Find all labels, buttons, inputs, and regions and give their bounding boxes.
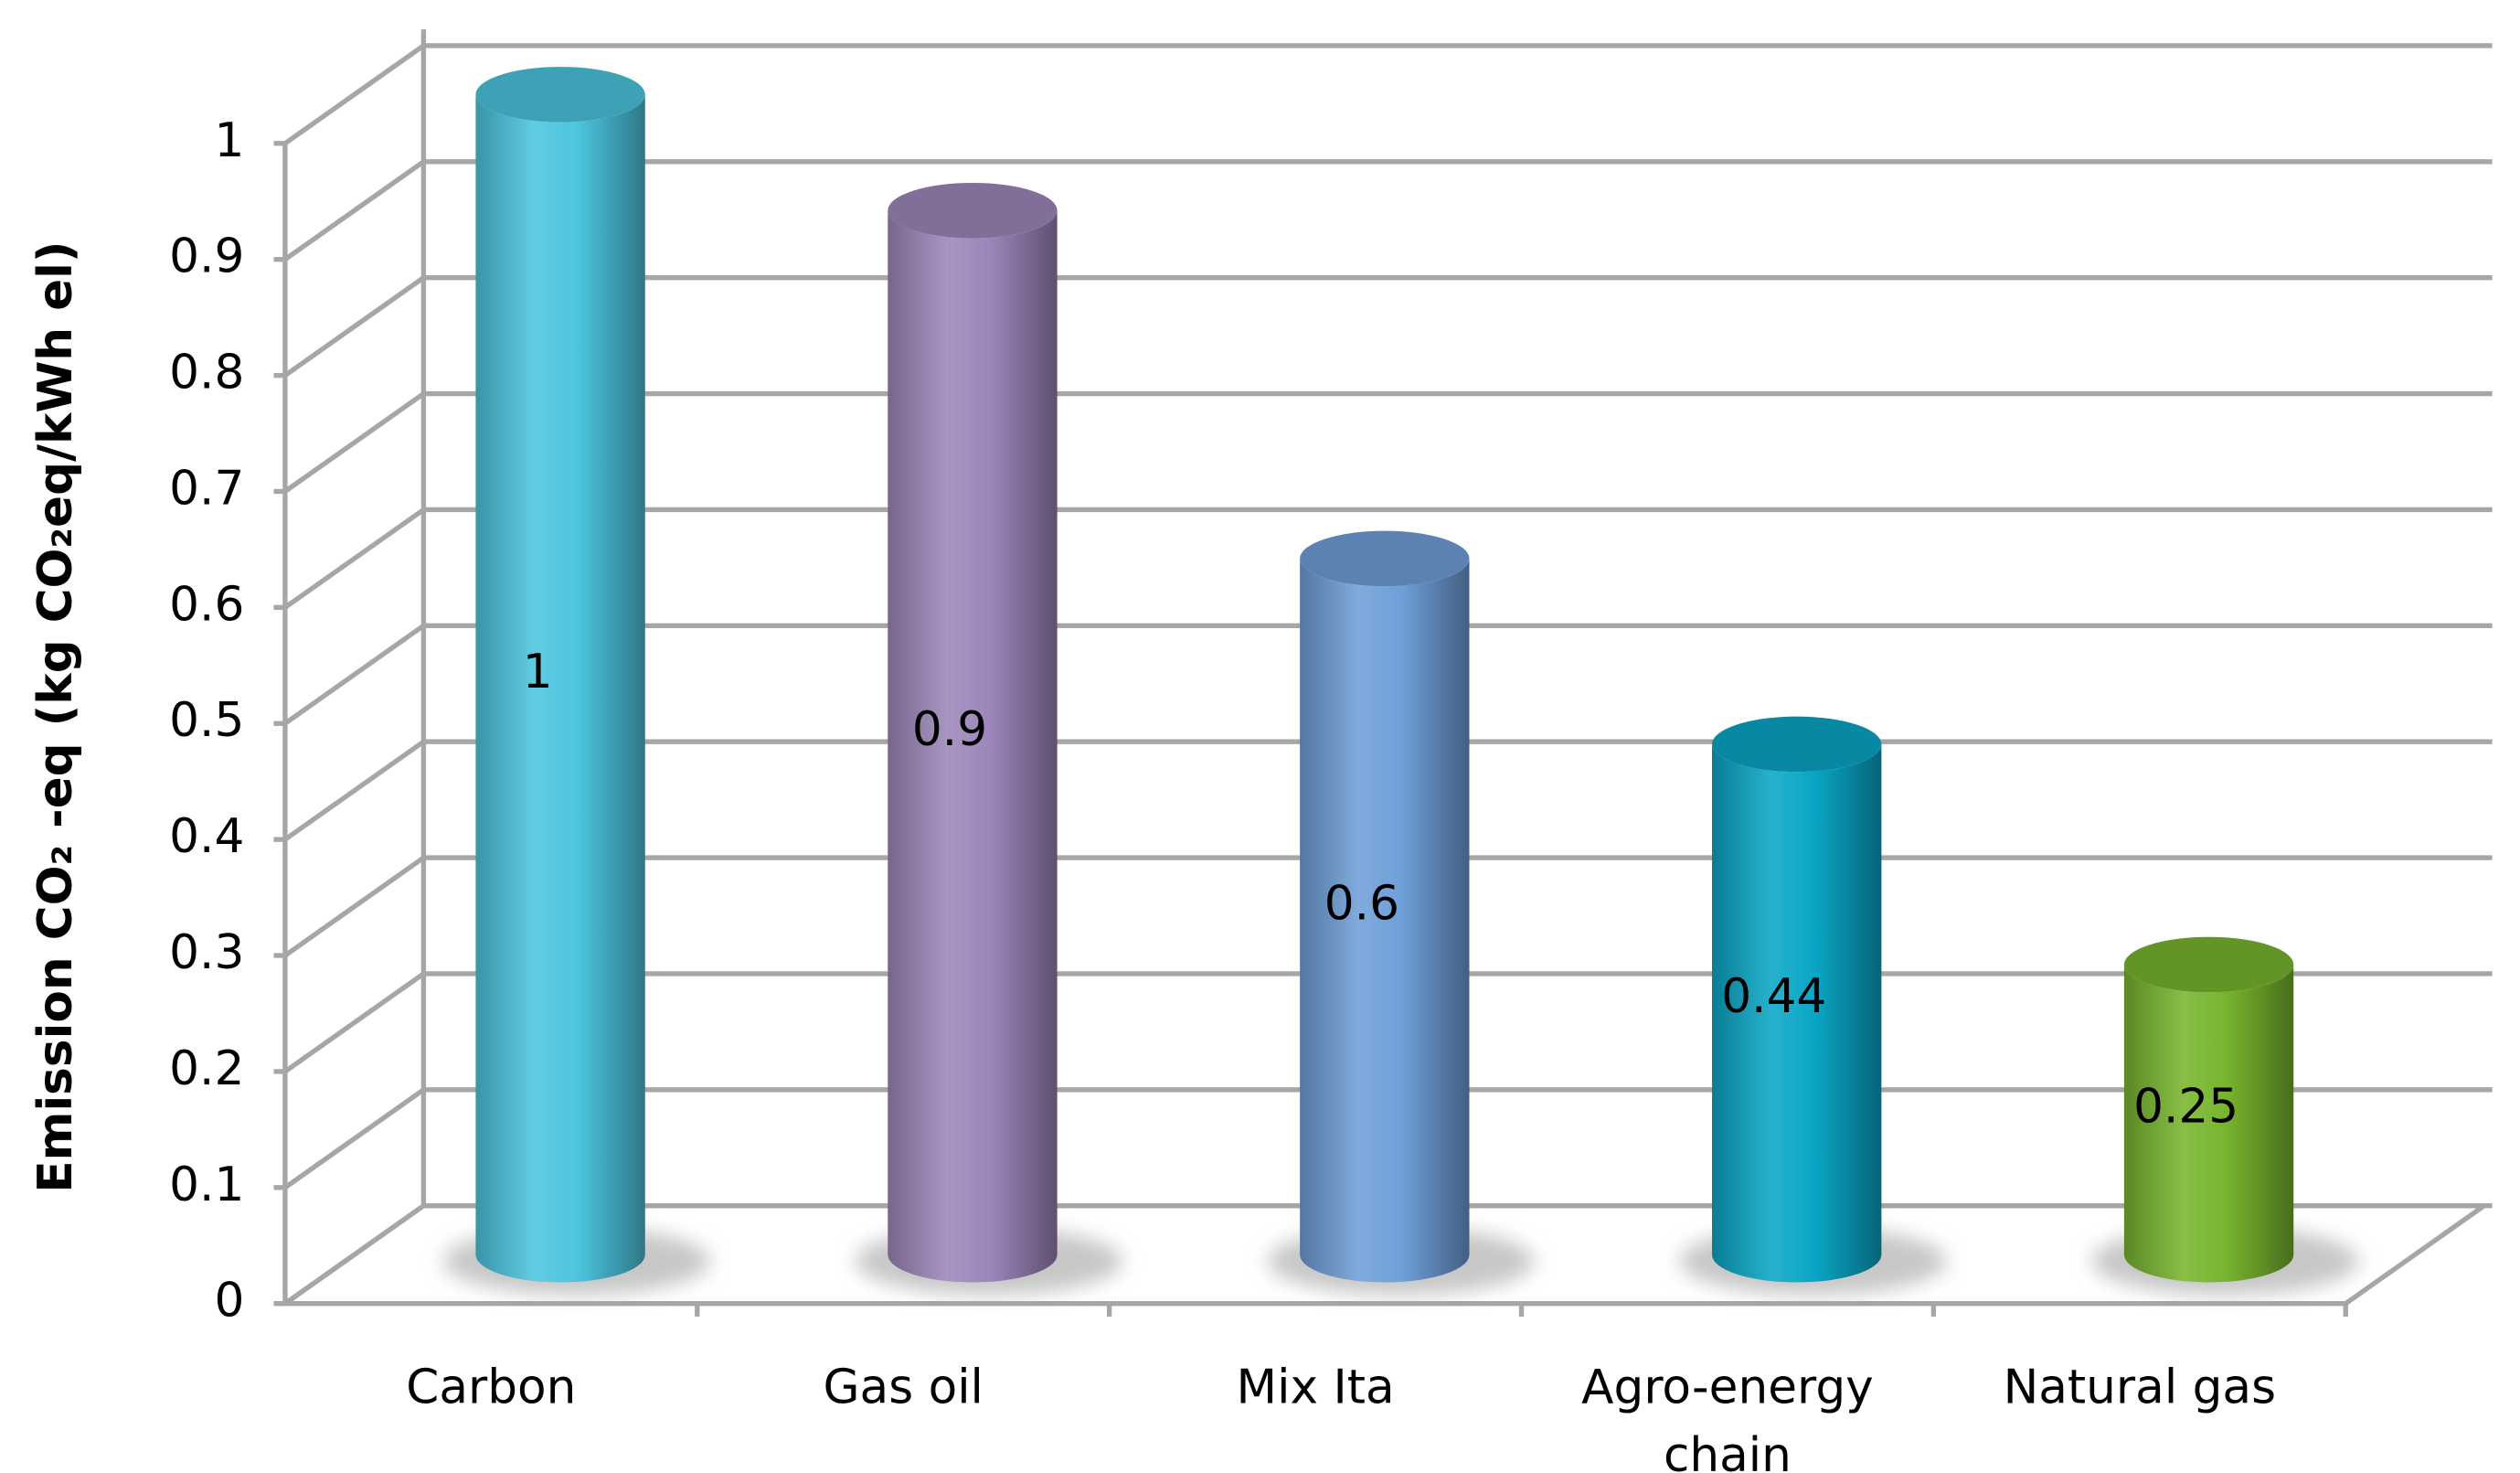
y-axis-label: Emission CO₂ -eq (kg CO₂eq/kWh el) [28,241,83,1193]
x-tick-label: Mix Ita [1236,1359,1395,1414]
bar-top [475,67,645,123]
side-grid-line [283,624,425,726]
bar [1712,743,1882,1283]
side-grid-line [283,740,425,842]
data-label: 0.44 [1721,969,1826,1024]
y-tick-label: 0.7 [169,461,244,516]
bar-top [888,182,1058,239]
side-grid-line [283,971,425,1074]
y-tick-label: 0.9 [169,229,244,284]
y-tick-label: 0 [214,1274,244,1329]
x-tick-label: Agro-energy chain [1581,1359,1874,1473]
data-label: 1 [523,645,553,699]
y-tick-label: 0.5 [169,693,244,748]
bar [1300,558,1470,1283]
x-tick-label: Natural gas [2003,1359,2277,1414]
data-label: 0.6 [1324,877,1399,932]
y-tick-label: 0.8 [169,346,244,400]
side-grid-line [283,43,425,146]
data-label: 0.9 [912,702,987,757]
bar-top [1300,530,1470,587]
y-tick-label: 0.3 [169,925,244,980]
y-tick-label: 0.1 [169,1158,244,1212]
y-tick-label: 0.6 [169,577,244,632]
bar-top [1712,716,1882,773]
side-grid-line [283,391,425,494]
side-grid-line [283,159,425,262]
side-grid-line [283,855,425,958]
side-grid-line [283,275,425,378]
y-tick-label: 0.4 [169,809,244,864]
x-tick-label: Carbon [406,1359,577,1414]
y-tick-label: 0.2 [169,1041,244,1096]
x-tick-label: Gas oil [823,1359,984,1414]
side-grid-line [283,1087,425,1190]
bar-top [2123,936,2294,993]
y-tick-label: 1 [214,113,244,168]
bar [888,210,1058,1283]
bar [475,94,645,1283]
bar [2123,964,2294,1283]
side-grid-line [283,507,425,610]
data-label: 0.25 [2133,1080,2238,1135]
side-grid-line [283,1203,425,1306]
